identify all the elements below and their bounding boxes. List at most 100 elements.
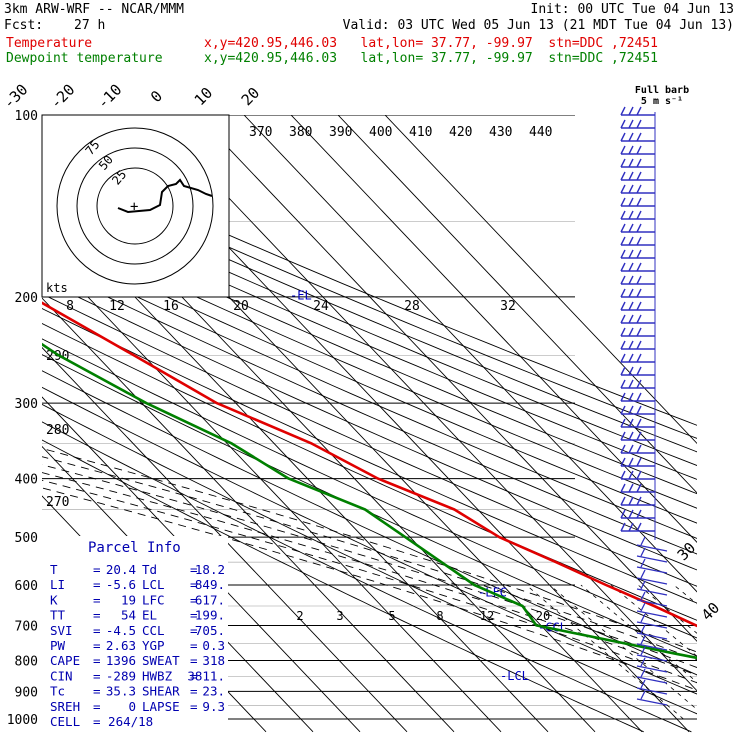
forecast-label: Fcst: — [4, 18, 44, 33]
pressure-label: 300 — [15, 397, 38, 412]
speed-tick-label: 12 — [109, 299, 125, 314]
wind-scale-title: Full barb — [635, 85, 689, 96]
speed-tick-label: 20 — [233, 299, 249, 314]
wind-barb — [620, 457, 655, 467]
parcel-info-equals: = — [190, 699, 198, 714]
pressure-label: 200 — [15, 291, 38, 306]
parcel-info-equals: = — [93, 608, 101, 623]
moist-adiabat-line — [42, 456, 697, 661]
isotherm-line — [42, 297, 455, 733]
parcel-info-value: 1396 — [106, 653, 136, 668]
dry-adiabat-line — [42, 163, 697, 439]
hodograph-ring — [56, 127, 214, 285]
mixing-ratio-label: 2 — [296, 609, 303, 623]
parcel-info-label: SREH — [50, 699, 80, 714]
wind-barb — [620, 236, 655, 246]
wind-barb — [620, 483, 655, 493]
dry-adiabat-line — [42, 370, 697, 676]
parcel-info-value: 318 — [202, 653, 225, 668]
parcel-info-equals: = — [190, 653, 198, 668]
wind-barb — [636, 558, 668, 574]
isotherm-label: -10 — [94, 81, 126, 113]
parcel-info-value: -5.6 — [106, 577, 136, 592]
mixing-ratio-line — [549, 584, 697, 710]
parcel-info-value: -289 — [106, 668, 136, 683]
temperature-profile — [42, 301, 697, 628]
parcel-info-label: SVI — [50, 623, 73, 638]
hodograph-frame — [41, 114, 230, 298]
parcel-info-equals: = — [93, 577, 101, 592]
parcel-info-value: 0 — [128, 699, 136, 714]
parcel-info-label: CIN — [50, 668, 73, 683]
dry-adiabat-line — [42, 238, 697, 524]
pressure-label: 700 — [15, 619, 38, 634]
hodograph-speed-label: kts — [46, 281, 68, 295]
theta-label: 440 — [529, 125, 552, 140]
isotherm-label: 40 — [698, 599, 724, 625]
wind-barb — [620, 132, 655, 142]
wind-barb — [620, 444, 655, 454]
valid-time: Valid: 03 UTC Wed 05 Jun 13 (21 MDT Tue … — [342, 18, 734, 33]
dry-adiabat-line — [42, 175, 697, 453]
hodograph-ring — [76, 147, 194, 265]
wind-barb — [620, 145, 655, 155]
mixing-ratio-label: 8 — [436, 609, 443, 623]
isotherm-line — [196, 115, 697, 642]
isotherm-label: 20 — [238, 84, 264, 110]
isotherm-label: 0 — [147, 87, 166, 106]
parcel-info-label: YGP — [142, 638, 165, 653]
hodograph-trace — [117, 178, 213, 214]
parcel-info-value: -4.5 — [106, 623, 136, 638]
legend-dewpoint-name: Dewpoint temperature — [6, 51, 163, 66]
wind-barb — [636, 536, 668, 552]
theta-low-label: 280 — [46, 423, 69, 438]
parcel-info-equals: = — [190, 668, 198, 683]
dry-adiabat-line — [42, 212, 697, 495]
isotherm-label: -20 — [47, 81, 79, 113]
wind-barb — [620, 249, 655, 259]
parcel-info-label: TT — [50, 608, 66, 623]
speed-tick-label: 28 — [404, 299, 420, 314]
parcel-info-equals: = — [93, 562, 101, 577]
parcel-info-equals: = — [93, 668, 101, 683]
speed-tick-label: 8 — [66, 299, 74, 314]
pressure-label: 500 — [15, 531, 38, 546]
parcel-info-equals: = — [93, 623, 101, 638]
dry-adiabat-line — [42, 338, 697, 639]
parcel-info-equals: = — [93, 699, 101, 714]
parcel-info-label: Td — [142, 562, 157, 577]
parcel-info-value: 849. — [195, 577, 225, 592]
parcel-info-value: 23. — [202, 684, 225, 699]
dry-adiabat-line — [42, 308, 697, 604]
wind-barb — [620, 223, 655, 233]
wind-barb — [620, 171, 655, 181]
pressure-label: 600 — [15, 579, 38, 594]
wind-barb — [620, 418, 655, 428]
wind-barb — [636, 668, 668, 684]
parcel-info-label: CAPE — [50, 653, 80, 668]
dry-adiabat-line — [42, 421, 692, 733]
dry-adiabat-line — [42, 187, 697, 466]
parcel-info-label: LCL — [142, 577, 165, 592]
wind-barb — [620, 106, 655, 116]
hodograph-center: + — [130, 199, 138, 215]
parcel-info-label: Tc — [50, 684, 65, 699]
wind-barb — [636, 690, 668, 706]
parcel-info-label: T — [50, 562, 58, 577]
init-time: Init: 00 UTC Tue 04 Jun 13 — [530, 2, 735, 17]
parcel-info-label: EL — [142, 608, 157, 623]
isotherm-line — [384, 115, 697, 445]
isotherm-line — [337, 115, 697, 494]
parcel-info-value: 705. — [195, 623, 225, 638]
dry-adiabat-line — [42, 279, 697, 571]
parcel-info-cell-value: = 264/18 — [93, 714, 153, 729]
wind-barb — [636, 657, 668, 673]
wind-barb — [620, 522, 655, 532]
parcel-info-label: LAPSE — [142, 699, 180, 714]
parcel-info-value: 2.63 — [106, 638, 136, 653]
speed-tick-label: 16 — [163, 299, 179, 314]
pressure-label: 1000 — [7, 713, 38, 728]
parcel-info-equals: = — [190, 638, 198, 653]
theta-label: 400 — [369, 125, 392, 140]
pressure-label: 900 — [15, 685, 38, 700]
